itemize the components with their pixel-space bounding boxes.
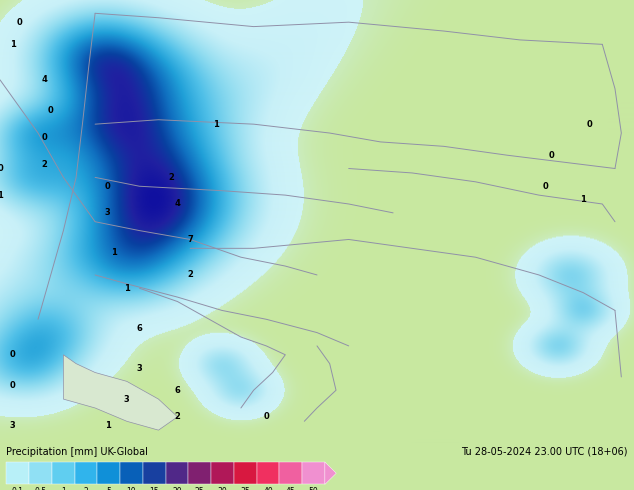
Text: 0: 0 (548, 151, 555, 160)
Polygon shape (165, 462, 188, 485)
Text: Tu 28-05-2024 23.00 UTC (18+06): Tu 28-05-2024 23.00 UTC (18+06) (461, 447, 628, 457)
Text: 3: 3 (136, 364, 143, 372)
Text: 30: 30 (217, 487, 228, 490)
Text: 1: 1 (124, 284, 130, 293)
Text: 4: 4 (174, 199, 181, 208)
Text: 50: 50 (309, 487, 318, 490)
Polygon shape (120, 462, 143, 485)
Text: 1: 1 (580, 195, 586, 204)
Polygon shape (211, 462, 234, 485)
Text: Precipitation [mm] UK-Global: Precipitation [mm] UK-Global (6, 447, 148, 457)
Text: 0: 0 (41, 133, 48, 142)
Polygon shape (325, 462, 336, 485)
Polygon shape (98, 462, 120, 485)
Text: 0: 0 (263, 413, 269, 421)
Polygon shape (75, 462, 98, 485)
Text: 0: 0 (10, 381, 16, 391)
Text: 1: 1 (0, 191, 3, 199)
Text: 1: 1 (111, 248, 117, 257)
Text: 0.1: 0.1 (11, 487, 23, 490)
Text: 0: 0 (16, 18, 22, 26)
Text: 35: 35 (240, 487, 250, 490)
Text: 7: 7 (187, 235, 193, 244)
Polygon shape (52, 462, 75, 485)
Polygon shape (234, 462, 257, 485)
Text: 20: 20 (172, 487, 182, 490)
Text: 2: 2 (84, 487, 88, 490)
Polygon shape (29, 462, 52, 485)
Text: 0: 0 (586, 120, 593, 129)
Text: 0: 0 (10, 350, 16, 359)
Text: 25: 25 (195, 487, 205, 490)
Polygon shape (257, 462, 280, 485)
Text: 6: 6 (136, 324, 143, 333)
Polygon shape (188, 462, 211, 485)
Text: 1: 1 (61, 487, 65, 490)
Polygon shape (6, 462, 29, 485)
Text: 1: 1 (105, 421, 111, 430)
Text: 10: 10 (127, 487, 136, 490)
Text: 2: 2 (187, 270, 193, 279)
Polygon shape (143, 462, 165, 485)
Text: 1: 1 (10, 40, 16, 49)
Text: 3: 3 (10, 421, 16, 430)
Polygon shape (63, 355, 178, 430)
Text: 2: 2 (41, 160, 48, 169)
Text: 40: 40 (263, 487, 273, 490)
Text: 3: 3 (124, 394, 130, 404)
Polygon shape (280, 462, 302, 485)
Text: 0: 0 (105, 182, 111, 191)
Text: 0.5: 0.5 (34, 487, 46, 490)
Text: 45: 45 (286, 487, 295, 490)
Text: 2: 2 (174, 413, 181, 421)
Text: 0: 0 (0, 164, 3, 173)
Text: 3: 3 (105, 208, 111, 218)
Text: 0: 0 (542, 182, 548, 191)
Text: 0: 0 (48, 106, 54, 115)
Text: 4: 4 (41, 75, 48, 84)
Text: 1: 1 (212, 120, 219, 129)
Text: 5: 5 (107, 487, 111, 490)
Text: 2: 2 (168, 173, 174, 182)
Text: 6: 6 (174, 386, 181, 395)
Polygon shape (302, 462, 325, 485)
Text: 15: 15 (150, 487, 159, 490)
